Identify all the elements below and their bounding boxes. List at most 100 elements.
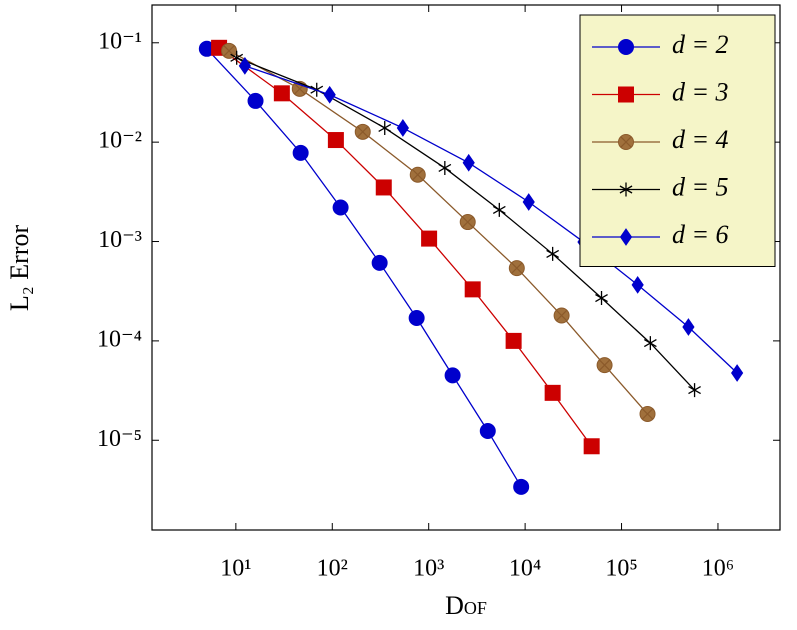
marker-shape	[641, 408, 654, 420]
marker-shape	[247, 92, 264, 109]
data-point	[553, 307, 570, 324]
marker-shape	[375, 179, 392, 196]
marker-shape	[462, 153, 475, 172]
marker-shape	[327, 132, 344, 149]
data-point	[438, 160, 452, 175]
legend-marker	[618, 86, 634, 103]
y-axis-label: L₂ Error	[5, 225, 34, 312]
data-point	[292, 144, 309, 161]
x-tick-label: 10¹	[220, 556, 251, 582]
legend-label: d = 5	[672, 172, 729, 201]
marker-shape	[522, 193, 535, 211]
marker-shape	[513, 478, 530, 495]
x-tick-label: 10²	[317, 556, 348, 582]
legend-label: d = 4	[672, 125, 729, 154]
data-point	[323, 85, 336, 104]
data-point	[688, 383, 701, 398]
legend-label: d = 6	[672, 220, 729, 249]
series-line	[206, 48, 522, 488]
x-tick-label: 10⁴	[509, 556, 541, 582]
data-point	[682, 318, 695, 336]
data-point	[631, 276, 644, 294]
data-point	[408, 309, 425, 326]
marker-shape	[273, 85, 290, 102]
data-point	[421, 230, 438, 247]
marker-shape	[357, 126, 369, 138]
data-point	[230, 50, 244, 65]
marker-shape	[421, 230, 438, 247]
data-point	[505, 332, 522, 349]
data-point	[375, 179, 392, 196]
data-point	[643, 336, 657, 351]
legend: d = 2 d = 3 d = 4 d = 5 d = 6	[579, 14, 776, 267]
legend-box	[579, 14, 776, 267]
data-point	[273, 85, 290, 102]
data-point	[462, 153, 475, 172]
marker-shape	[378, 120, 392, 135]
marker-shape	[511, 262, 523, 274]
legend-marker	[618, 134, 634, 150]
y-tick-label: 10⁻¹	[98, 28, 142, 54]
legend-marker	[619, 228, 633, 246]
marker-shape	[544, 384, 561, 401]
marker-shape	[731, 364, 744, 382]
marker-shape	[396, 119, 409, 137]
data-point	[513, 478, 530, 495]
data-point	[378, 120, 392, 135]
data-point	[639, 405, 656, 422]
data-point	[595, 291, 608, 306]
marker-shape	[238, 56, 251, 75]
marker-shape	[323, 85, 336, 104]
x-tick-label: 10³	[413, 556, 444, 582]
marker-shape	[408, 309, 425, 326]
data-point	[464, 281, 481, 298]
marker-shape	[332, 199, 349, 216]
marker-shape	[444, 367, 461, 384]
marker-shape	[505, 332, 522, 349]
data-point	[544, 384, 561, 401]
marker-shape	[631, 276, 644, 294]
marker-shape	[371, 254, 388, 271]
marker-shape	[688, 383, 701, 398]
data-point	[327, 132, 344, 149]
data-point	[731, 364, 744, 382]
legend-label: d = 2	[672, 30, 729, 59]
legend-marker	[618, 39, 634, 55]
legend-marker	[619, 182, 633, 197]
marker-shape	[462, 216, 474, 228]
data-point	[354, 123, 371, 140]
x-axis-label: Dof	[445, 591, 487, 620]
legend-label: d = 3	[672, 77, 729, 106]
data-point	[371, 254, 388, 271]
y-tick-label: 10⁻⁴	[97, 326, 142, 352]
marker-shape	[620, 136, 632, 148]
marker-shape	[643, 336, 657, 351]
data-point	[546, 246, 560, 261]
marker-shape	[555, 309, 568, 322]
marker-shape	[598, 359, 611, 371]
marker-shape	[619, 182, 633, 197]
plot-frame	[151, 4, 781, 531]
data-point	[492, 202, 506, 217]
data-point	[444, 367, 461, 384]
data-point	[396, 119, 409, 137]
data-point	[583, 438, 600, 455]
data-point	[508, 260, 525, 277]
marker-shape	[479, 422, 496, 439]
marker-shape	[682, 318, 695, 336]
data-point	[238, 56, 251, 75]
y-tick-label: 10⁻²	[98, 128, 142, 154]
marker-shape	[464, 281, 481, 298]
marker-shape	[619, 228, 633, 246]
marker-shape	[438, 160, 452, 175]
marker-shape	[492, 202, 506, 217]
data-point	[596, 357, 613, 374]
data-point	[409, 166, 426, 183]
marker-shape	[546, 246, 560, 261]
data-point	[247, 92, 264, 109]
x-tick-label: 10⁶	[702, 556, 734, 582]
data-point	[522, 193, 535, 211]
y-tick-label: 10⁻³	[98, 227, 142, 253]
marker-shape	[595, 291, 608, 306]
data-point	[332, 199, 349, 216]
